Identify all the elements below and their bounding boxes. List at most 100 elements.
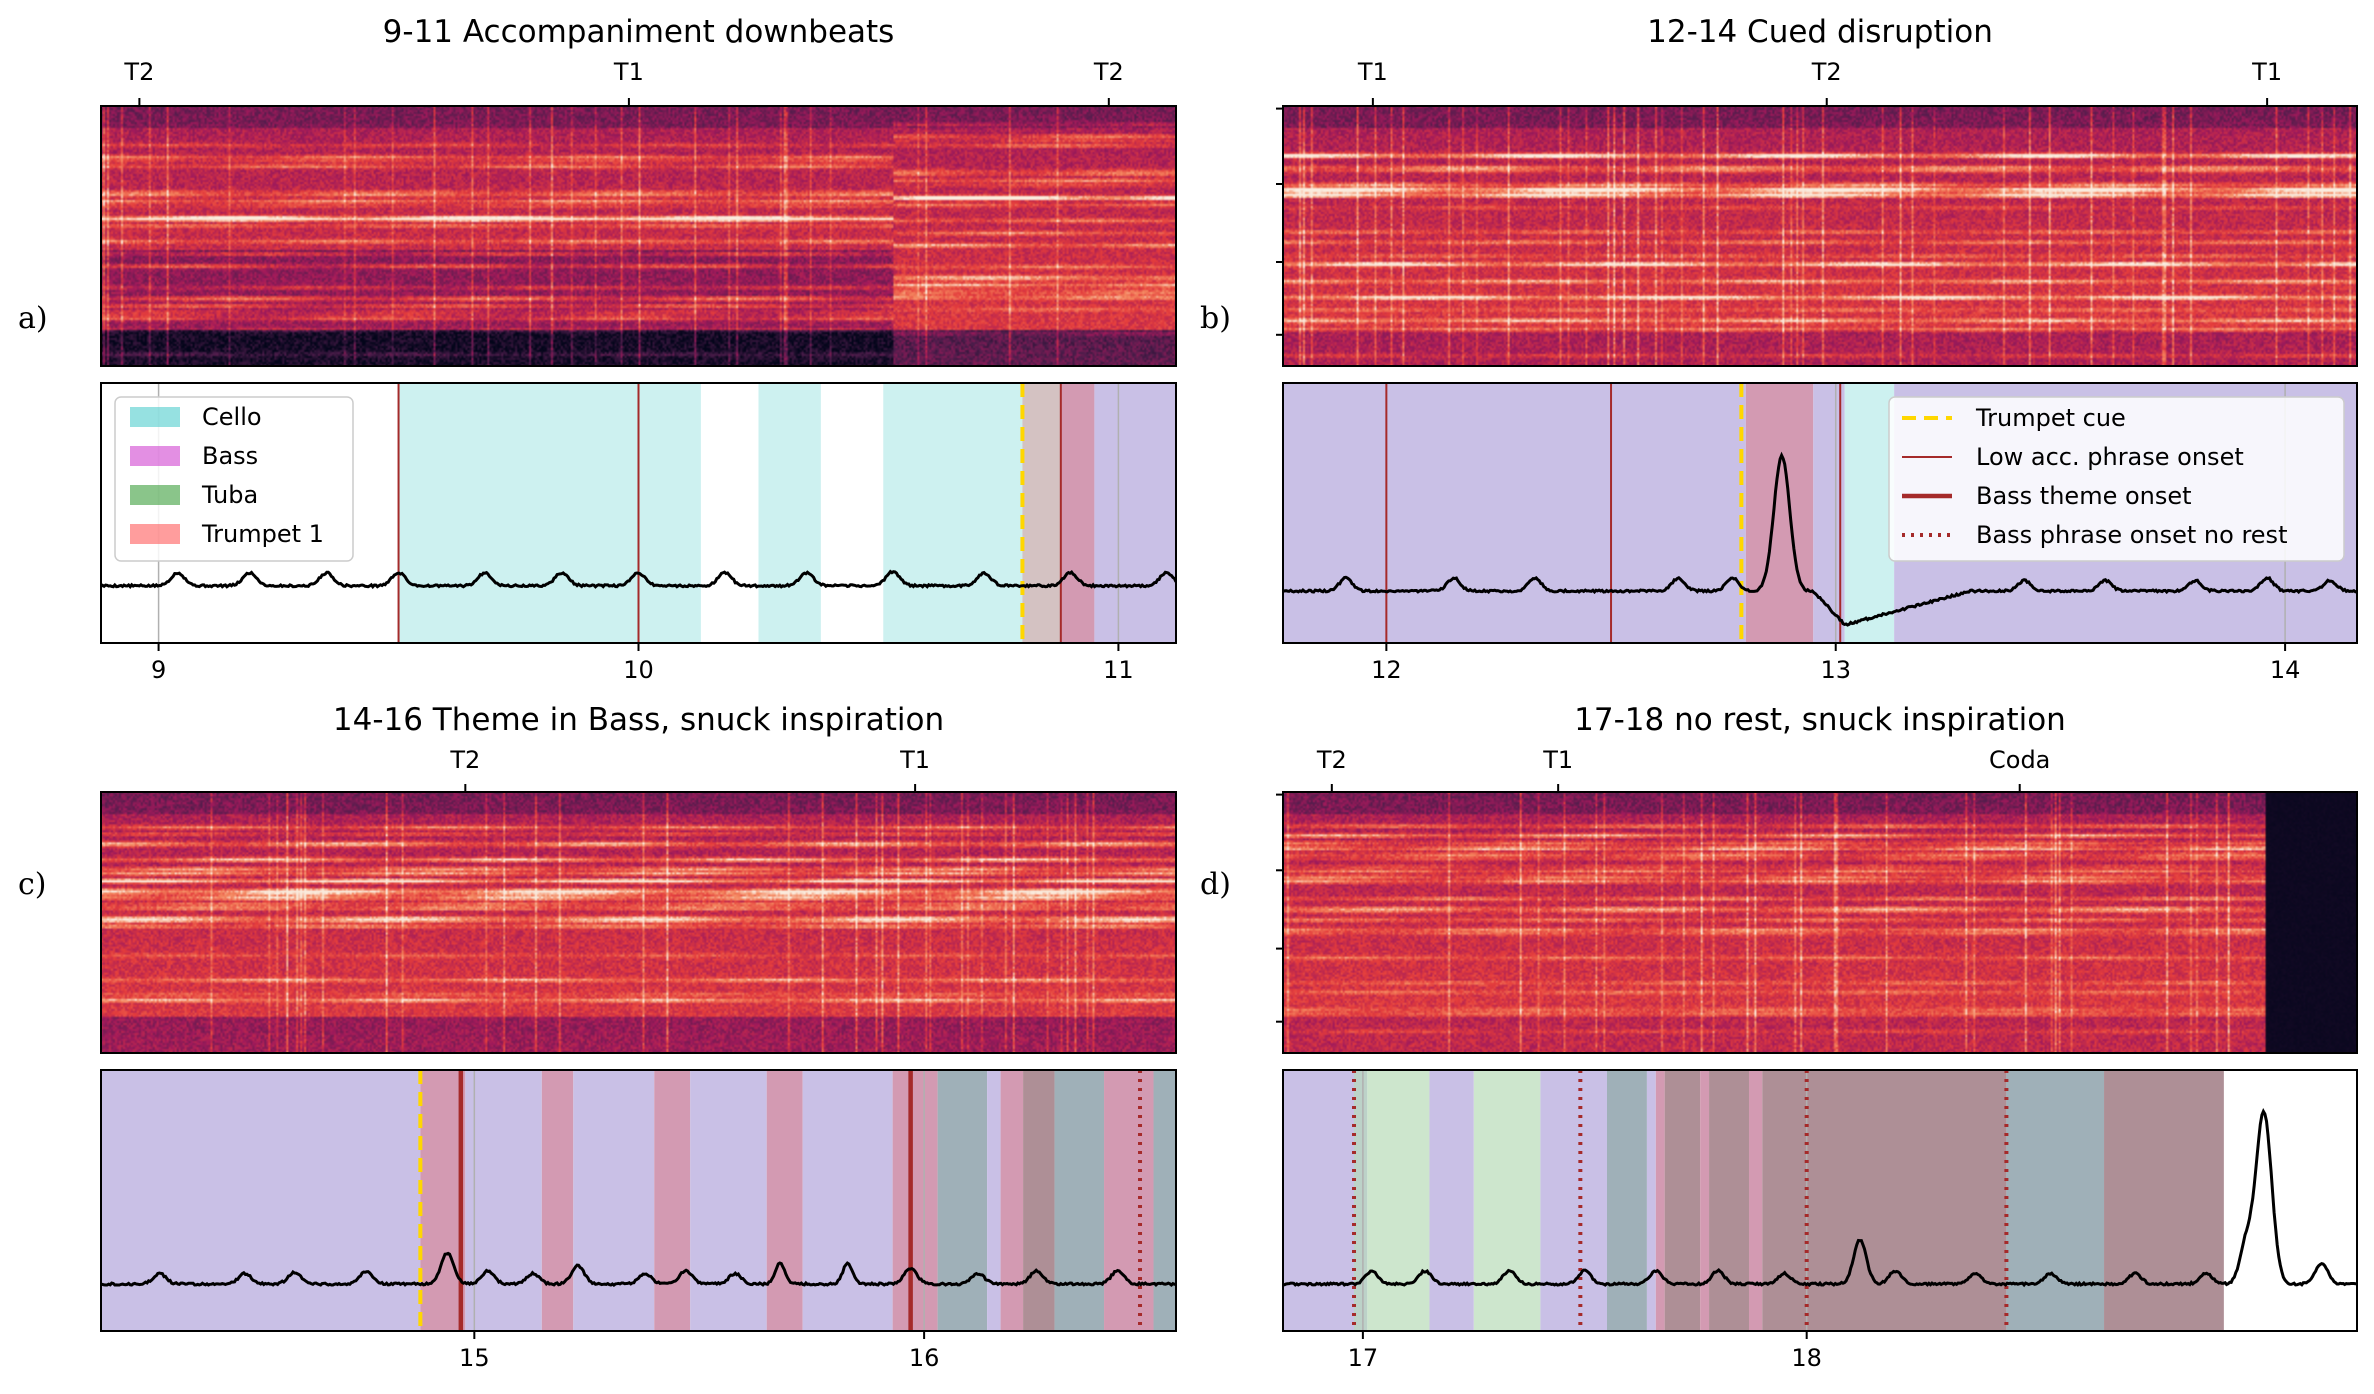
x-tick-label: 11 [1103, 656, 1134, 684]
panel-title: 17-18 no rest, snuck inspiration [1574, 702, 2066, 738]
instrument-span [1104, 1070, 1154, 1331]
x-tick-label: 9 [151, 656, 166, 684]
legend-label: Bass [202, 442, 258, 470]
instrument-span [937, 1070, 988, 1331]
instrument-span [1022, 383, 1061, 643]
instrument-span [2104, 1070, 2224, 1331]
panel-frame [100, 1069, 1177, 1332]
legend-label: Trumpet cue [1975, 404, 2126, 432]
instrument-span [1153, 1070, 1176, 1331]
instrument-span [1094, 383, 1176, 643]
instrument-span [1709, 1070, 1749, 1331]
instrument-span [987, 1070, 1001, 1331]
instrument-span [1664, 1070, 1701, 1331]
x-tick-label: 10 [623, 656, 654, 684]
legend-label: Low acc. phrase onset [1976, 443, 2244, 471]
instrument-span [766, 1070, 803, 1331]
novelty-curve [1283, 1107, 2357, 1288]
instrument-span [2006, 1070, 2105, 1331]
panel-title: 9-11 Accompaniment downbeats [383, 14, 895, 50]
panel-frame [1282, 382, 2358, 644]
instrument-span [1540, 1070, 1607, 1331]
x-tick-label: 14 [2270, 656, 2301, 684]
section-tick-label: T1 [613, 58, 644, 86]
legend-swatch [130, 524, 180, 544]
legend-label: Bass phrase onset no rest [1976, 521, 2287, 549]
novelty-curve [1283, 451, 2357, 627]
legend-label: Tuba [201, 481, 258, 509]
instrument-span [1054, 1070, 1105, 1331]
section-tick-label: T2 [1316, 746, 1347, 774]
x-tick-label: 13 [1820, 656, 1851, 684]
instrument-span [1762, 1070, 2007, 1331]
x-tick-label: 16 [909, 1344, 940, 1372]
section-tick-label: T1 [899, 746, 930, 774]
instrument-span [1367, 1070, 1430, 1331]
section-tick-label: T1 [1542, 746, 1573, 774]
spectrogram-image [1283, 106, 2357, 366]
section-tick-label: Coda [1989, 746, 2050, 774]
x-tick-label: 18 [1791, 1344, 1822, 1372]
x-tick-label: 15 [459, 1344, 490, 1372]
instrument-span [654, 1070, 691, 1331]
instrument-span [1646, 1070, 1656, 1331]
section-tick-label: T2 [1093, 58, 1124, 86]
instrument-span [1473, 1070, 1541, 1331]
legend-box [114, 396, 354, 562]
legend-label: Cello [202, 403, 262, 431]
instrument-span [465, 1070, 542, 1331]
instrument-span [541, 1070, 574, 1331]
panel-label: d) [1200, 867, 1231, 902]
instrument-span [398, 383, 701, 643]
novelty-curve [101, 1251, 1176, 1287]
section-tick-label: T2 [449, 746, 480, 774]
instrument-panel [1283, 1070, 2357, 1331]
legend-swatch [130, 407, 180, 427]
instrument-span [758, 383, 821, 643]
instrument-span [1354, 1070, 1368, 1331]
instrument-span [1748, 1070, 1763, 1331]
panel-label: a) [18, 301, 48, 336]
instrument-panel [101, 1070, 1176, 1331]
instrument-span [883, 383, 1023, 643]
instrument-span [101, 1070, 421, 1331]
spectrogram-frame [100, 791, 1177, 1054]
instrument-span [420, 1070, 466, 1331]
panel-frame [1282, 1069, 2358, 1332]
legend-box [1888, 396, 2345, 562]
legend-label: Trumpet 1 [201, 520, 324, 548]
x-tick-label: 17 [1348, 1344, 1379, 1372]
section-tick-label: T1 [1357, 58, 1388, 86]
spectrogram-frame [1282, 105, 2358, 367]
spectrogram-image [101, 792, 1176, 1053]
instrument-span [1429, 1070, 1474, 1331]
section-tick-label: T2 [123, 58, 154, 86]
spectrogram-frame [100, 105, 1177, 367]
legend-markers: Trumpet cue Low acc. phrase onset Bass the… [1888, 396, 2345, 562]
spectrogram-image [1283, 792, 2357, 1053]
instrument-span [1844, 383, 1895, 643]
instrument-span [1283, 383, 1746, 643]
instrument-span [1700, 1070, 1710, 1331]
panel-label: b) [1200, 301, 1231, 336]
legend-swatch [130, 485, 180, 505]
spectrogram-frame [1282, 791, 2358, 1054]
legend-swatch [130, 446, 180, 466]
instrument-span [1655, 1070, 1665, 1331]
spectrogram-image [101, 106, 1176, 366]
panel-label: c) [18, 867, 47, 902]
panel-title: 12-14 Cued disruption [1647, 14, 1993, 50]
instrument-span [1023, 1070, 1055, 1331]
x-tick-label: 12 [1371, 656, 1402, 684]
instrument-span [1000, 1070, 1024, 1331]
instrument-span [1606, 1070, 1647, 1331]
instrument-span [1283, 1070, 1355, 1331]
instrument-span [1060, 383, 1095, 643]
instrument-span [1745, 383, 1814, 643]
panel-title: 14-16 Theme in Bass, snuck inspiration [333, 702, 944, 738]
section-tick-label: T2 [1811, 58, 1842, 86]
instrument-span [690, 1070, 767, 1331]
instrument-span [573, 1070, 655, 1331]
legend-instruments: Cello Bass Tuba Trumpet 1 [114, 396, 354, 562]
